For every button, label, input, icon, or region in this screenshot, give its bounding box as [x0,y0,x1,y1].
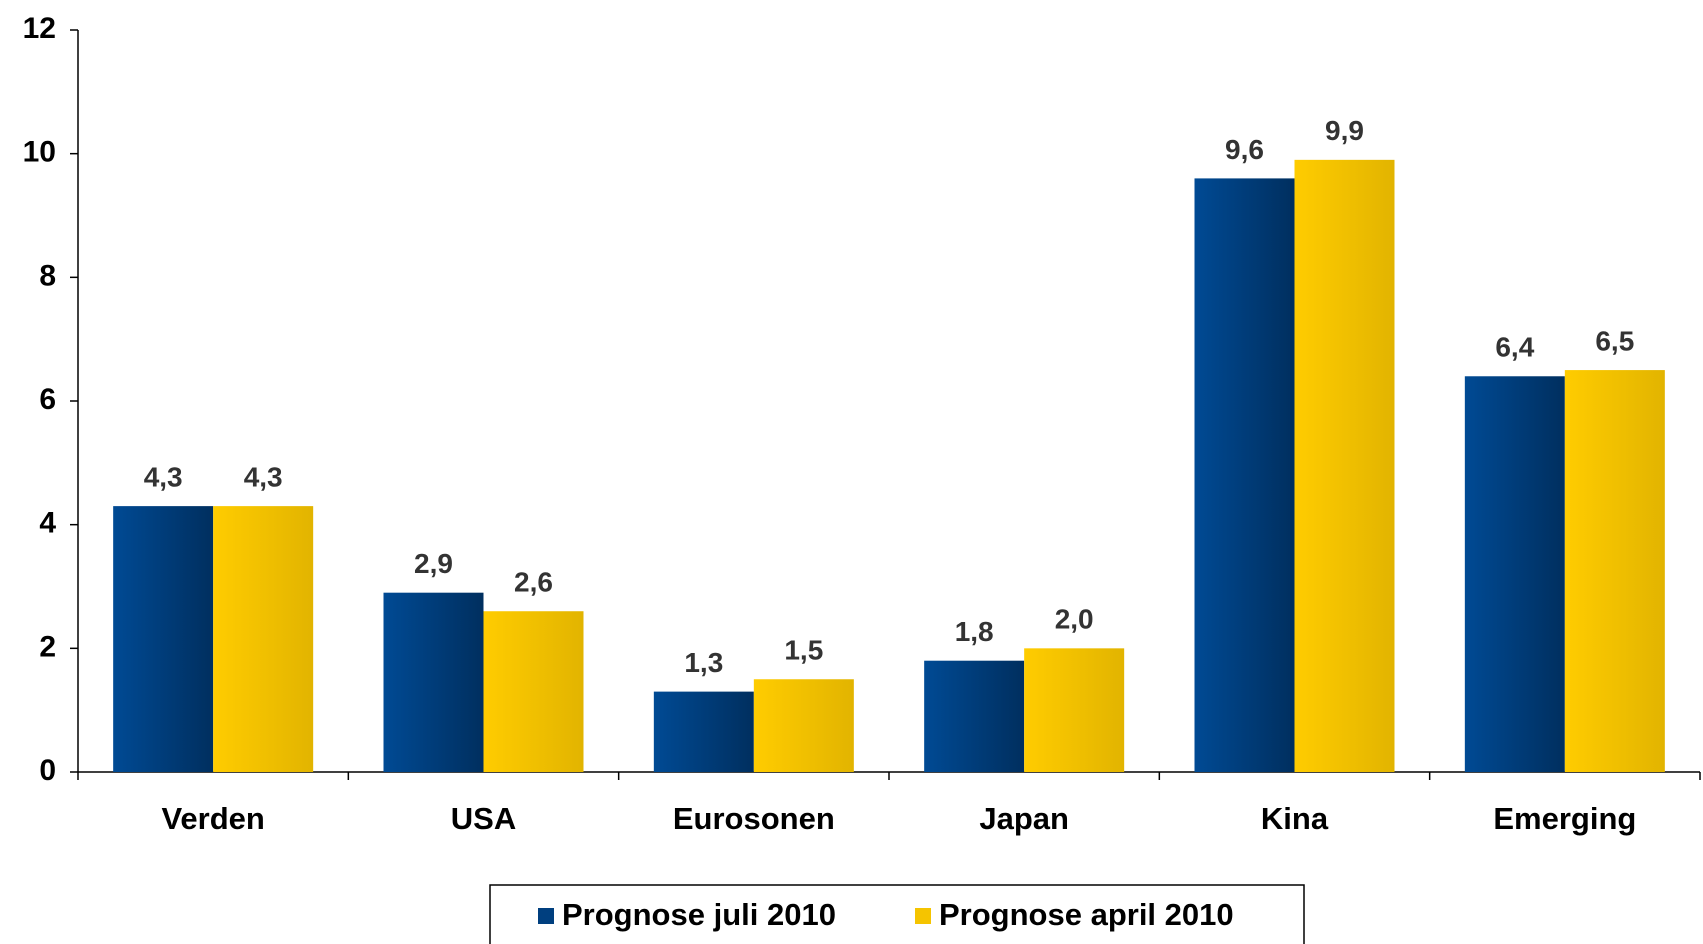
legend-label: Prognose juli 2010 [562,897,836,932]
value-label: 2,6 [514,567,553,598]
bar [753,679,854,772]
value-label: 2,9 [414,548,453,579]
bar [1564,370,1665,772]
y-tick-label: 2 [39,630,56,663]
bar [1024,648,1125,772]
value-label: 9,6 [1225,134,1264,165]
value-label: 4,3 [144,462,183,493]
x-tick-label: Verden [161,801,264,836]
y-tick-label: 4 [39,507,56,540]
bar [924,660,1025,772]
value-label: 6,5 [1595,325,1634,356]
bar [1294,159,1395,773]
bar [383,592,484,772]
y-tick-label: 12 [23,12,56,45]
bar [213,506,314,772]
value-label: 6,4 [1495,332,1534,363]
x-tick-label: Eurosonen [673,801,835,836]
bar [653,691,754,772]
y-tick-label: 0 [39,754,56,787]
legend-swatch [538,908,554,924]
y-tick-label: 10 [23,136,56,169]
value-label: 9,9 [1325,115,1364,146]
x-tick-label: Japan [979,801,1069,836]
value-label: 1,8 [955,616,994,647]
y-tick-label: 6 [39,383,56,416]
bar [113,506,214,772]
value-label: 1,3 [684,647,723,678]
legend-label: Prognose april 2010 [939,897,1234,932]
bar [1464,376,1565,772]
x-tick-label: Kina [1261,801,1329,836]
value-label: 1,5 [784,635,823,666]
legend-swatch [915,908,931,924]
value-label: 4,3 [244,462,283,493]
legend-box [489,884,1305,944]
bar [1194,178,1295,772]
y-tick-label: 8 [39,259,56,292]
bar [483,611,584,772]
x-tick-label: USA [451,801,516,836]
value-label: 2,0 [1055,604,1094,635]
x-tick-label: Emerging [1493,801,1636,836]
